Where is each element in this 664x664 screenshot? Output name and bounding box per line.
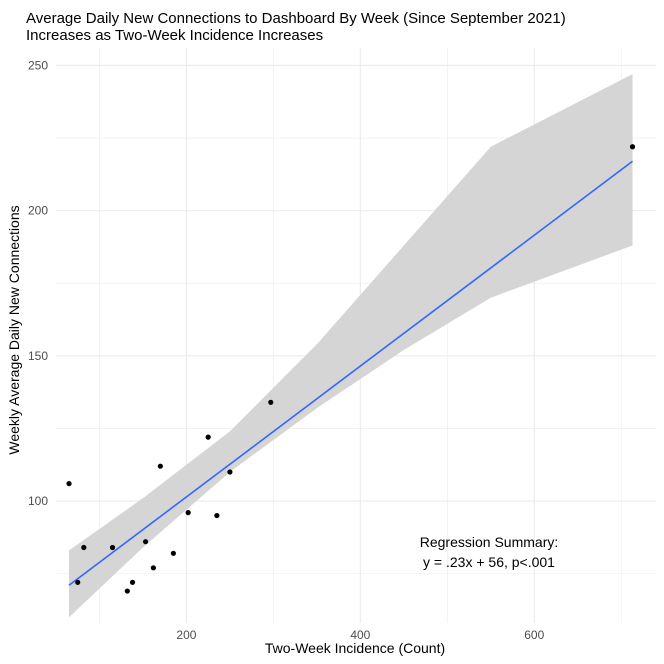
data-point-11	[205, 434, 211, 440]
x-axis-title: Two-Week Incidence (Count)	[265, 640, 445, 656]
data-point-4	[124, 588, 130, 594]
y-tick-label-250: 250	[28, 58, 48, 72]
data-point-2	[81, 544, 87, 551]
regression-annotation-line-2: y = .23x + 56, p<.001	[423, 554, 555, 570]
y-axis-title: Weekly Average Daily New Connections	[6, 205, 22, 454]
data-point-3	[109, 544, 116, 551]
regression-annotation-line-1: Regression Summary:	[420, 534, 559, 550]
data-point-8	[157, 463, 163, 469]
fit-line-layer	[68, 160, 634, 586]
chart-subtitle: Increases as Two-Week Incidence Increase…	[26, 27, 323, 44]
y-tick-label-100: 100	[28, 494, 48, 508]
x-tick-label-600: 600	[524, 628, 544, 642]
x-tick-label-400: 400	[350, 628, 370, 642]
y-tick-label-200: 200	[28, 204, 48, 218]
data-point-12	[214, 512, 220, 519]
confidence-band	[69, 74, 633, 618]
confidence-band-layer	[69, 74, 633, 618]
data-point-5	[129, 579, 136, 585]
data-point-15	[629, 144, 636, 150]
regression-fit-line	[68, 160, 634, 586]
data-point-13	[227, 469, 233, 475]
y-tick-label-150: 150	[28, 349, 48, 363]
chart-title: Average Daily New Connections to Dashboa…	[26, 10, 566, 27]
data-point-10	[185, 510, 191, 516]
data-point-14	[268, 399, 274, 405]
data-point-7	[150, 565, 156, 571]
data-point-9	[170, 550, 176, 556]
data-point-6	[142, 539, 149, 545]
data-point-0	[66, 481, 72, 487]
x-tick-label-200: 200	[176, 628, 196, 642]
data-points-layer	[66, 144, 636, 594]
y-ticks-layer: 100 150 200 250	[28, 58, 48, 508]
data-point-1	[75, 579, 81, 585]
x-ticks-layer: 200 400 600	[176, 628, 544, 642]
